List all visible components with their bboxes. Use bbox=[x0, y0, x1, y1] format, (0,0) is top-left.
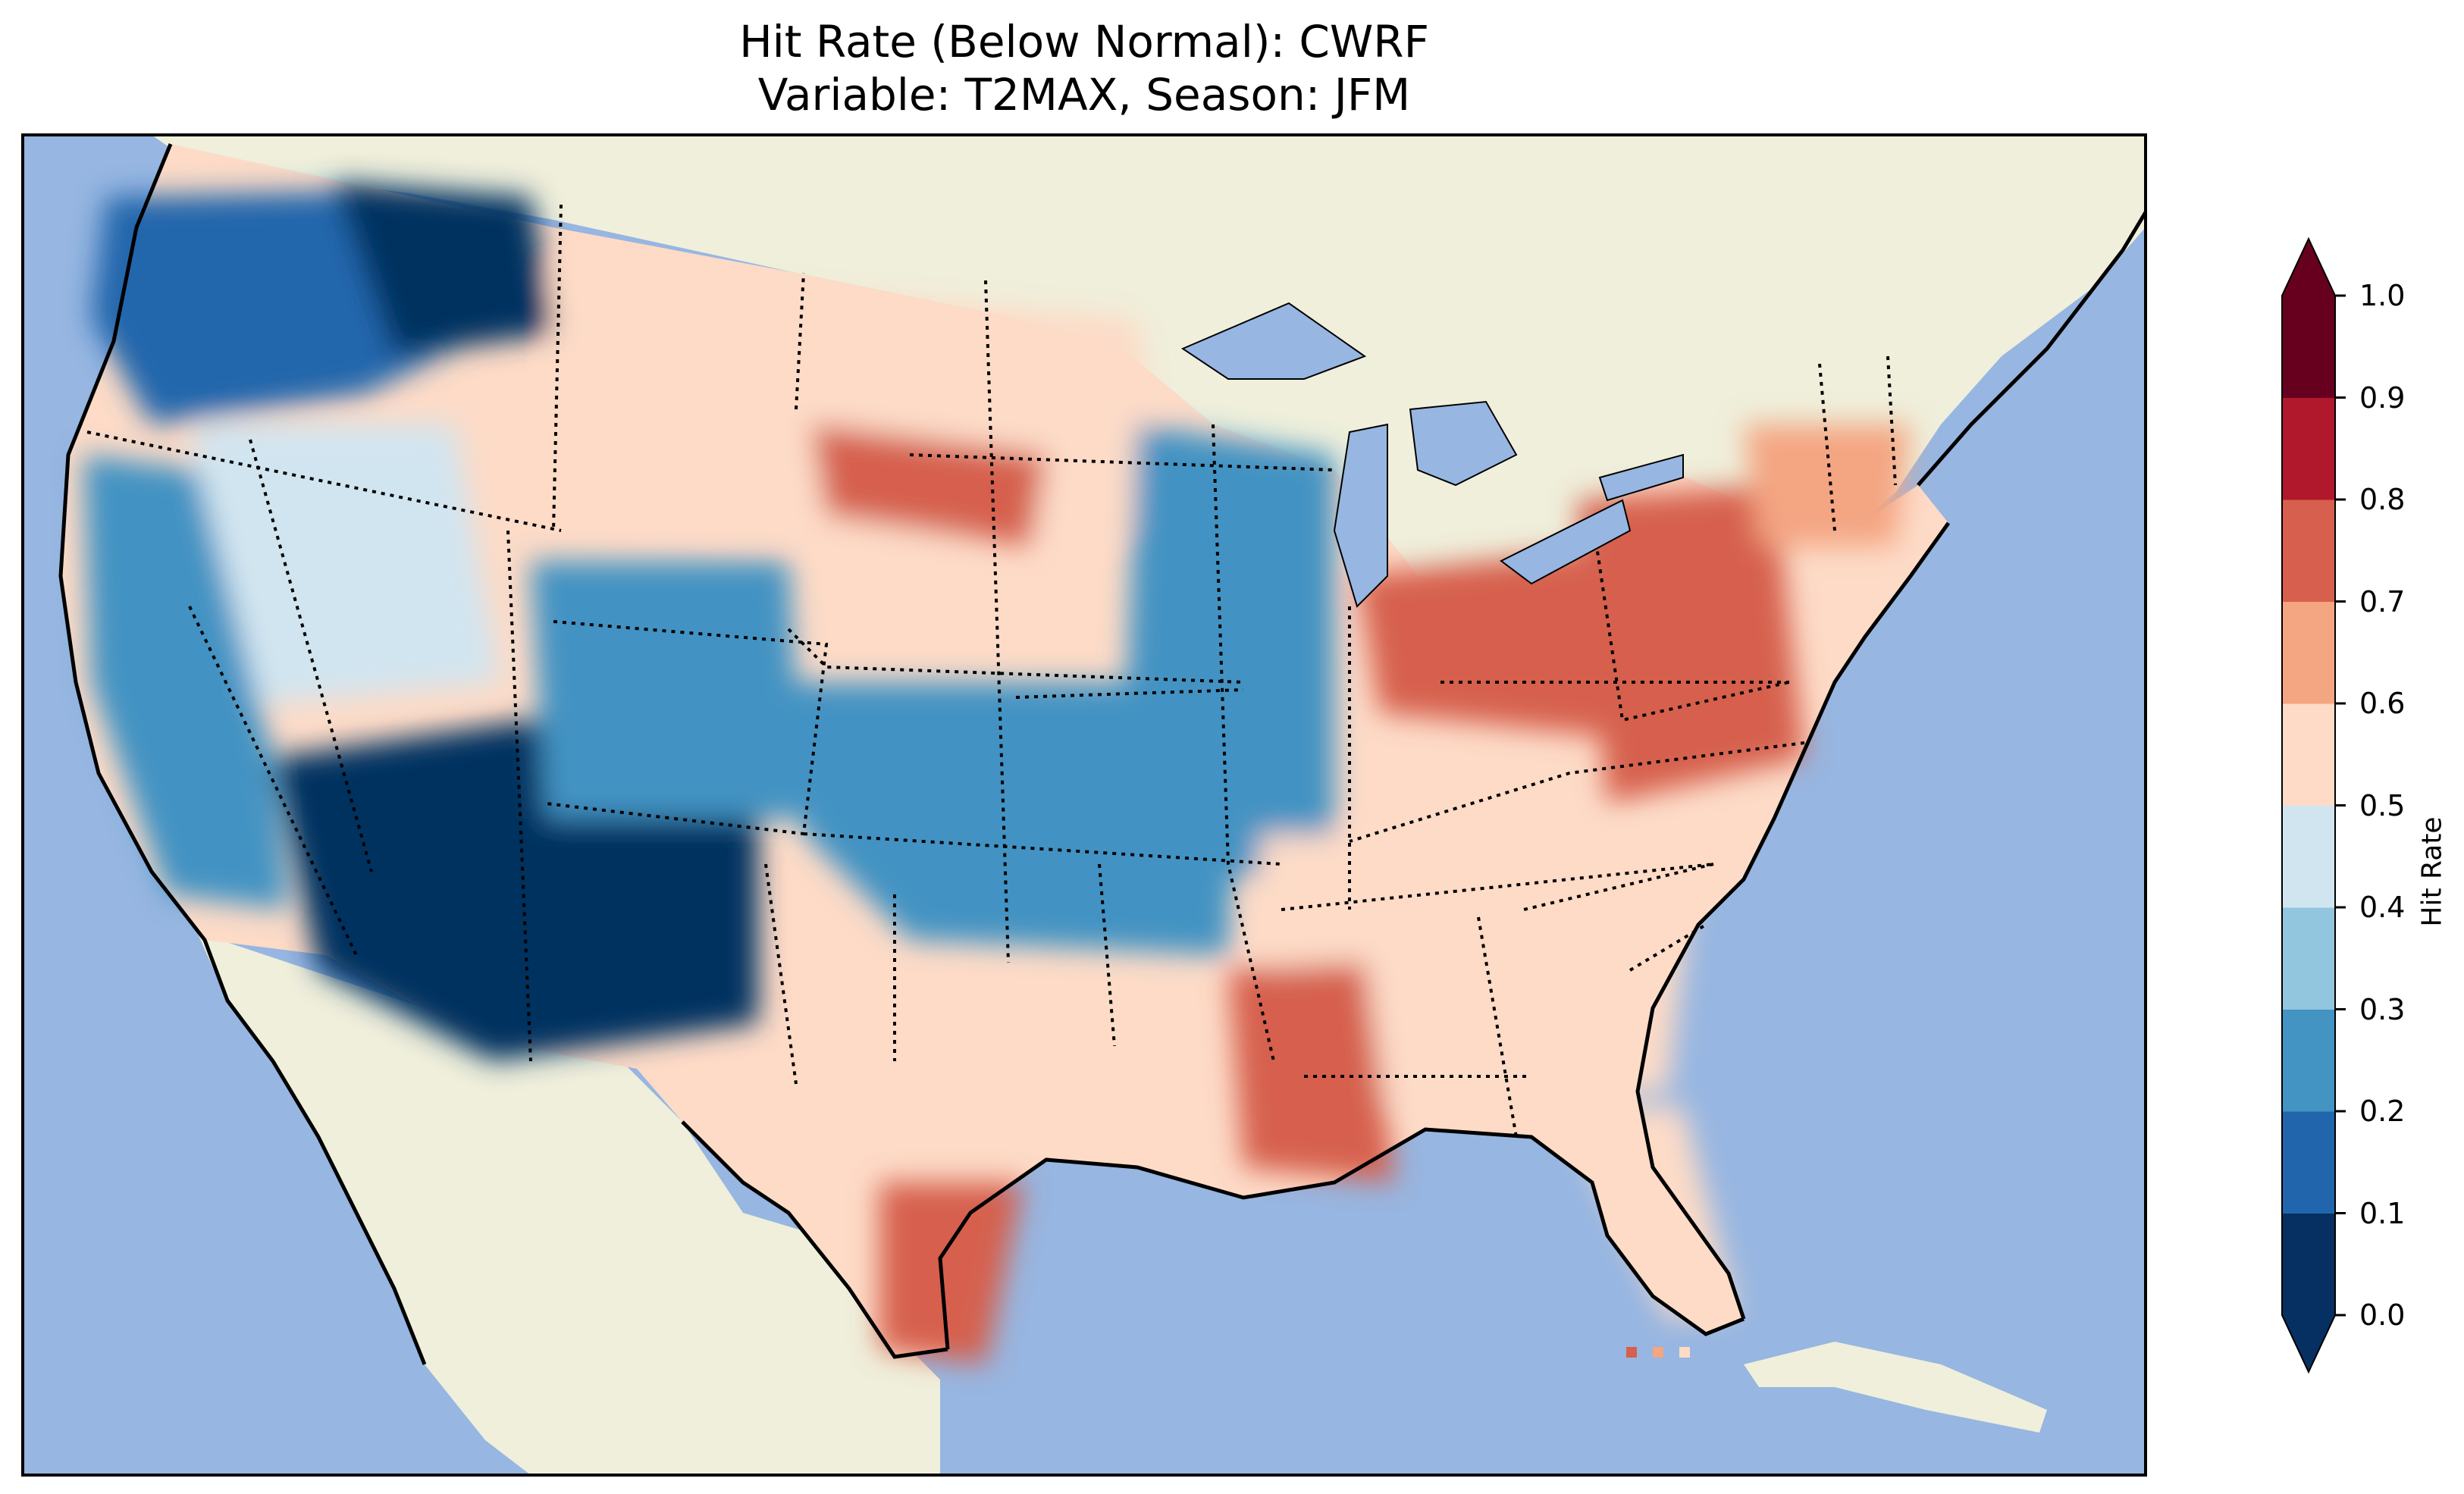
keys-cell-2 bbox=[1653, 1347, 1663, 1358]
colorbar-tick-label: 0.3 bbox=[2359, 992, 2406, 1026]
region-new-england bbox=[1744, 424, 1911, 546]
region-florida bbox=[1562, 1107, 1736, 1319]
colorbar-tick-label: 0.2 bbox=[2359, 1095, 2406, 1128]
keys-cell-3 bbox=[1679, 1347, 1690, 1358]
colorbar-segment bbox=[2282, 1213, 2335, 1316]
region-colorado-rockies bbox=[531, 561, 804, 819]
colorbar-tick-label: 0.7 bbox=[2359, 584, 2406, 619]
colorbar-segment bbox=[2282, 601, 2335, 704]
colorbar-segment bbox=[2282, 296, 2335, 398]
colorbar-tick-label: 0.8 bbox=[2359, 483, 2406, 516]
colorbar-label: Hit Rate bbox=[2416, 816, 2448, 927]
colorbar-over-arrow bbox=[2282, 239, 2335, 296]
colorbar-segment bbox=[2282, 805, 2335, 908]
coastlines bbox=[58, 143, 2146, 1365]
colorbar-tick-label: 0.6 bbox=[2359, 687, 2406, 720]
region-northern-rockies bbox=[334, 182, 553, 356]
region-great-basin bbox=[182, 424, 500, 705]
state-borders bbox=[86, 204, 1897, 1138]
region-south-texas bbox=[879, 1182, 1024, 1364]
colorbar bbox=[2281, 236, 2346, 1374]
region-dakotas-hotspot bbox=[811, 424, 1046, 546]
colorbar-tick-label: 0.1 bbox=[2359, 1196, 2406, 1230]
map-panel bbox=[23, 135, 2146, 1475]
region-gulf-coast-hotspot bbox=[1228, 963, 1395, 1182]
colorbar-tick-label: 0.5 bbox=[2359, 788, 2406, 822]
region-california bbox=[83, 455, 288, 910]
great-lakes bbox=[1180, 302, 1684, 608]
colorbar-segment bbox=[2282, 907, 2335, 1010]
region-mid-atlantic bbox=[1577, 485, 1804, 803]
colorbar-under-arrow bbox=[2282, 1315, 2335, 1372]
colorbar-segment bbox=[2282, 1009, 2335, 1112]
colorbar-segment bbox=[2282, 500, 2335, 602]
colorbar-tick-label: 1.0 bbox=[2359, 279, 2406, 312]
colorbar-segment bbox=[2282, 703, 2335, 806]
cuba-land bbox=[1744, 1342, 2047, 1433]
colorbar-tick-label: 0.0 bbox=[2359, 1298, 2406, 1332]
colorbar-segment bbox=[2282, 397, 2335, 500]
mexico-land bbox=[197, 932, 940, 1475]
keys-cell-1 bbox=[1626, 1347, 1637, 1358]
map-frame bbox=[21, 133, 2147, 1477]
colorbar-tick-label: 0.9 bbox=[2359, 381, 2406, 415]
colorbar-tick-label: 0.4 bbox=[2359, 891, 2406, 924]
map-title-line1: Hit Rate (Below Normal): CWRF bbox=[739, 16, 1429, 67]
map-title-line2: Variable: T2MAX, Season: JFM bbox=[757, 69, 1411, 121]
region-mississippi-valley bbox=[1122, 424, 1334, 879]
colorbar-segment bbox=[2282, 1111, 2335, 1214]
